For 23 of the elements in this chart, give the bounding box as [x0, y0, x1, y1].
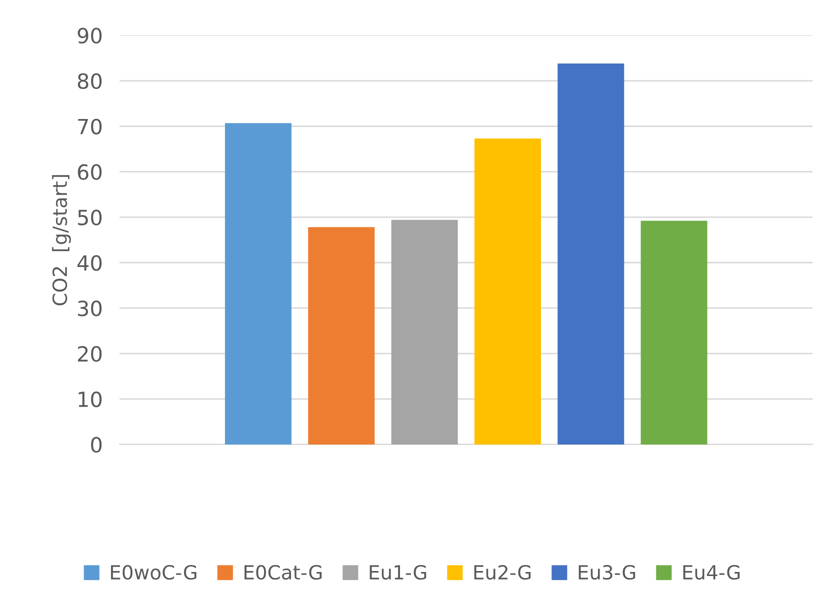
bar: [640, 220, 708, 444]
y-tick-label: 0: [91, 436, 102, 453]
y-tick-label: 20: [78, 346, 102, 362]
y-tick-label: 60: [78, 164, 102, 180]
legend-label: E0woC-G: [111, 564, 196, 580]
y-tick-label: 10: [78, 391, 102, 408]
y-tick-label: 70: [78, 118, 102, 134]
legend-label: E0Cat-G: [244, 564, 322, 580]
y-tick-label: 30: [78, 300, 102, 316]
y-tick-label: 50: [78, 210, 102, 226]
bar: [391, 220, 458, 444]
y-tick-label: 90: [78, 28, 102, 44]
bar: [558, 64, 624, 444]
y-axis-title: CO2 [g/start]: [52, 175, 71, 306]
legend-label: Eu4-G: [683, 564, 740, 580]
y-tick-label: 40: [77, 255, 102, 271]
y-tick-label: 80: [78, 73, 102, 90]
bar: [474, 138, 541, 444]
bar: [308, 227, 375, 444]
legend-label: Eu1-G: [370, 564, 426, 580]
legend-label: Eu2-G: [474, 564, 531, 580]
bar: [224, 123, 292, 444]
legend-label: Eu3-G: [578, 564, 636, 580]
